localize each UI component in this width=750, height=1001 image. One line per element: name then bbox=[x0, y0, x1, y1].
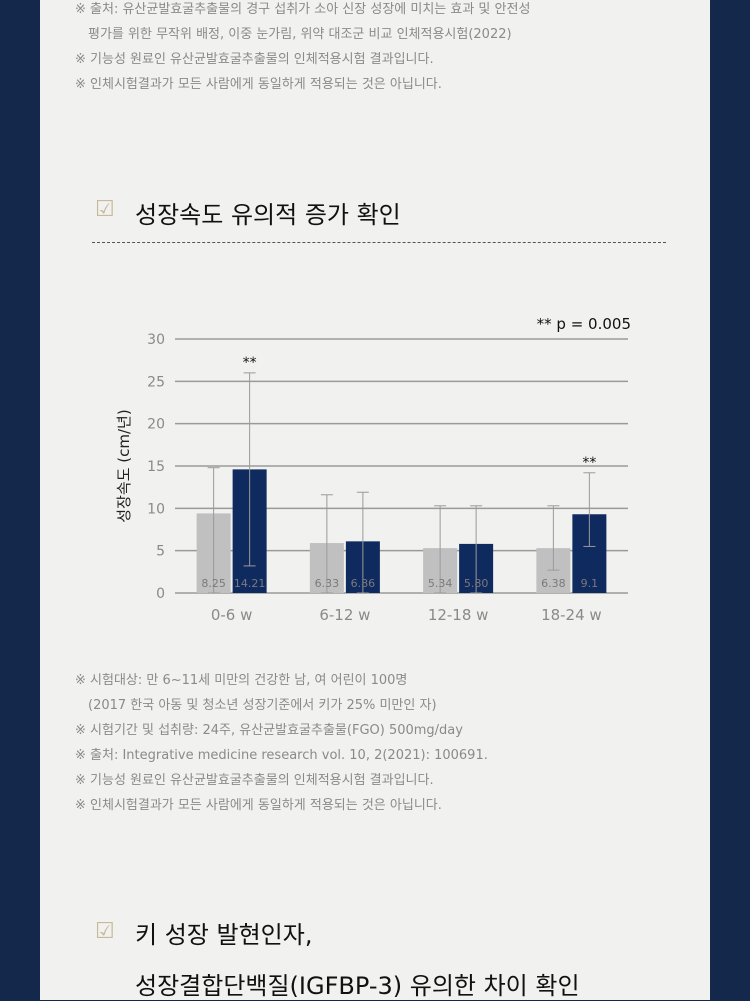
checkbox-check-icon: ☑ bbox=[95, 197, 115, 222]
bottom-notes: ※ 시험대상: 만 6~11세 미만의 건강한 남, 여 어린이 100명 (2… bbox=[75, 668, 488, 818]
x-tick-label: 0-6 w bbox=[211, 606, 253, 624]
note-line: ※ 기능성 원료인 유산균발효굴추출물의 인체적용시험 결과입니다. bbox=[75, 773, 434, 788]
content-panel bbox=[40, 0, 710, 1000]
y-tick-label: 5 bbox=[156, 544, 165, 560]
data-label: 9.1 bbox=[581, 577, 599, 590]
note-line: ※ 인체시험결과가 모든 사람에게 동일하게 적용되는 것은 아닙니다. bbox=[75, 77, 442, 92]
dashed-divider bbox=[92, 242, 666, 243]
data-label: 5.80 bbox=[464, 577, 489, 590]
y-axis-label: 성장속도 (cm/년) bbox=[115, 409, 133, 522]
note-line: ※ 시험대상: 만 6~11세 미만의 건강한 남, 여 어린이 100명 bbox=[75, 673, 408, 688]
top-notes: ※ 출처: 유산균발효굴추출물의 경구 섭취가 소아 신장 성장에 미치는 효과… bbox=[75, 0, 530, 97]
note-line: 평가를 위한 무작위 배정, 이중 눈가림, 위약 대조군 비교 인체적용시험(… bbox=[88, 27, 512, 42]
y-tick-label: 10 bbox=[147, 501, 165, 517]
data-label: 5.34 bbox=[428, 577, 453, 590]
y-tick-label: 20 bbox=[147, 417, 165, 433]
p-value-annotation: ** p = 0.005 bbox=[537, 315, 631, 333]
note-line: ※ 기능성 원료인 유산균발효굴추출물의 인체적용시험 결과입니다. bbox=[75, 52, 434, 67]
y-tick-label: 15 bbox=[147, 459, 165, 475]
note-line: ※ 출처: 유산균발효굴추출물의 경구 섭취가 소아 신장 성장에 미치는 효과… bbox=[75, 2, 531, 17]
x-tick-label: 12-18 w bbox=[428, 606, 489, 624]
data-label: 8.25 bbox=[201, 577, 226, 590]
checkbox-check-icon: ☑ bbox=[95, 919, 115, 944]
data-label: 14.21 bbox=[234, 577, 266, 590]
significance-mark: ** bbox=[243, 355, 257, 371]
data-label: 6.86 bbox=[351, 577, 376, 590]
y-tick-label: 30 bbox=[147, 332, 165, 348]
note-line: (2017 한국 아동 및 청소년 성장기준에서 키가 25% 미만인 자) bbox=[88, 698, 437, 713]
section-title-line2: 성장결합단백질(IGFBP-3) 유의한 차이 확인 bbox=[135, 972, 580, 1000]
y-tick-label: 25 bbox=[147, 374, 165, 390]
x-tick-label: 6-12 w bbox=[319, 606, 370, 624]
significance-mark: ** bbox=[582, 455, 596, 471]
section-title-line1: 키 성장 발현인자, bbox=[135, 921, 313, 949]
note-line: ※ 출처: Integrative medicine research vol.… bbox=[75, 748, 488, 763]
note-line: ※ 시험기간 및 섭취량: 24주, 유산균발효굴추출물(FGO) 500mg/… bbox=[75, 723, 463, 738]
section-title: 성장속도 유의적 증가 확인 bbox=[135, 201, 401, 229]
y-tick-label: 0 bbox=[156, 586, 165, 602]
note-line: ※ 인체시험결과가 모든 사람에게 동일하게 적용되는 것은 아닙니다. bbox=[75, 798, 442, 813]
x-tick-label: 18-24 w bbox=[541, 606, 602, 624]
data-label: 6.33 bbox=[315, 577, 340, 590]
data-label: 6.38 bbox=[541, 577, 566, 590]
